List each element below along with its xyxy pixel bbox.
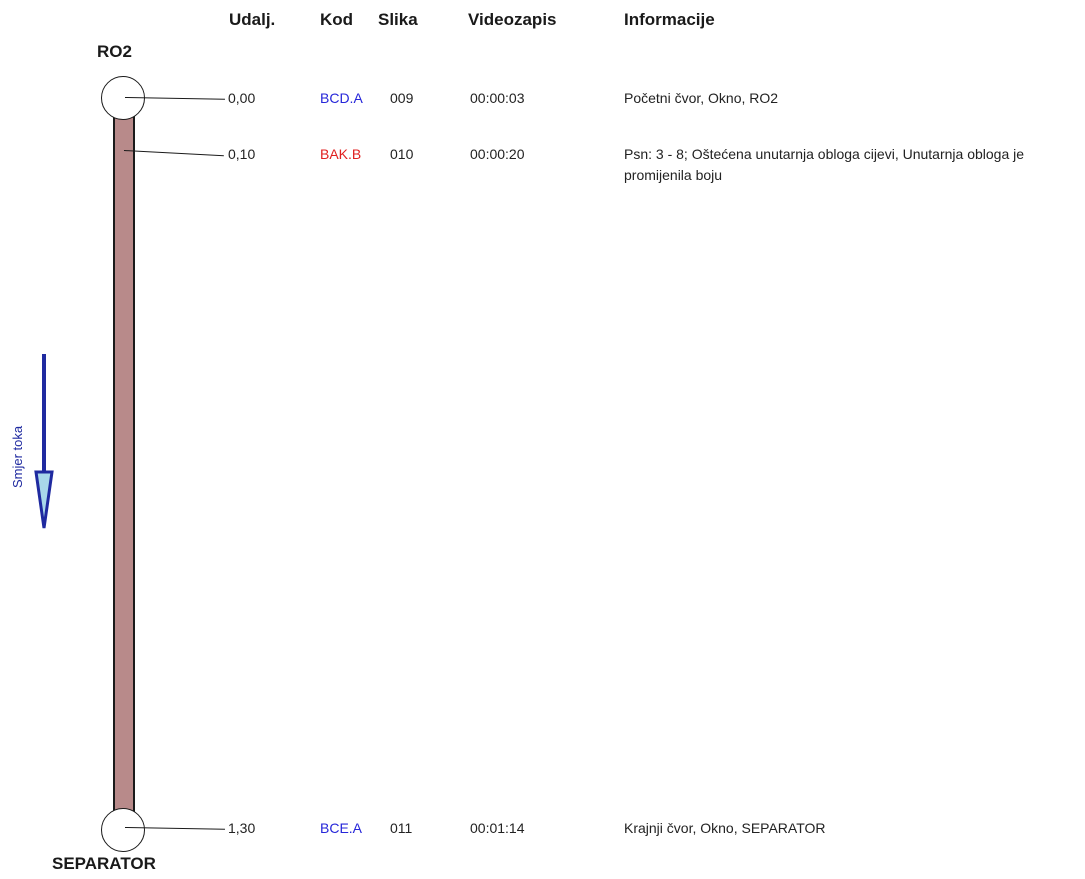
leader-line bbox=[123, 150, 224, 157]
row-code: BCD.A bbox=[320, 90, 363, 106]
row-image: 011 bbox=[390, 820, 413, 836]
start-node-circle bbox=[101, 76, 145, 120]
pipe-segment bbox=[113, 96, 135, 830]
row-image: 010 bbox=[390, 146, 414, 162]
row-code: BCE.A bbox=[320, 820, 363, 836]
header-distance: Udalj. bbox=[229, 10, 276, 29]
row-distance: 0,10 bbox=[228, 146, 256, 162]
row-distance: 1,30 bbox=[228, 820, 256, 836]
row-info: Početni čvor, Okno, RO2 bbox=[624, 90, 779, 106]
header-image: Slika bbox=[378, 10, 418, 29]
flow-direction-label: Smjer toka bbox=[10, 425, 25, 488]
row-info: Psn: 3 - 8; Oštećena unutarnja obloga ci… bbox=[624, 146, 1025, 183]
end-node-circle bbox=[101, 808, 145, 852]
header-code: Kod bbox=[320, 10, 354, 29]
row-distance: 0,00 bbox=[228, 90, 256, 106]
row-info: Krajnji čvor, Okno, SEPARATOR bbox=[624, 820, 826, 836]
start-node-label: RO2 bbox=[97, 42, 132, 61]
row-video: 00:00:20 bbox=[470, 146, 525, 162]
row-video: 00:00:03 bbox=[470, 90, 525, 106]
row-video: 00:01:14 bbox=[470, 820, 525, 836]
end-node-label: SEPARATOR bbox=[52, 854, 156, 873]
header-video: Videozapis bbox=[468, 10, 557, 29]
flow-direction-arrow-icon bbox=[34, 354, 54, 529]
row-image: 009 bbox=[390, 90, 414, 106]
header-info: Informacije bbox=[624, 10, 715, 29]
row-code: BAK.B bbox=[320, 146, 362, 162]
